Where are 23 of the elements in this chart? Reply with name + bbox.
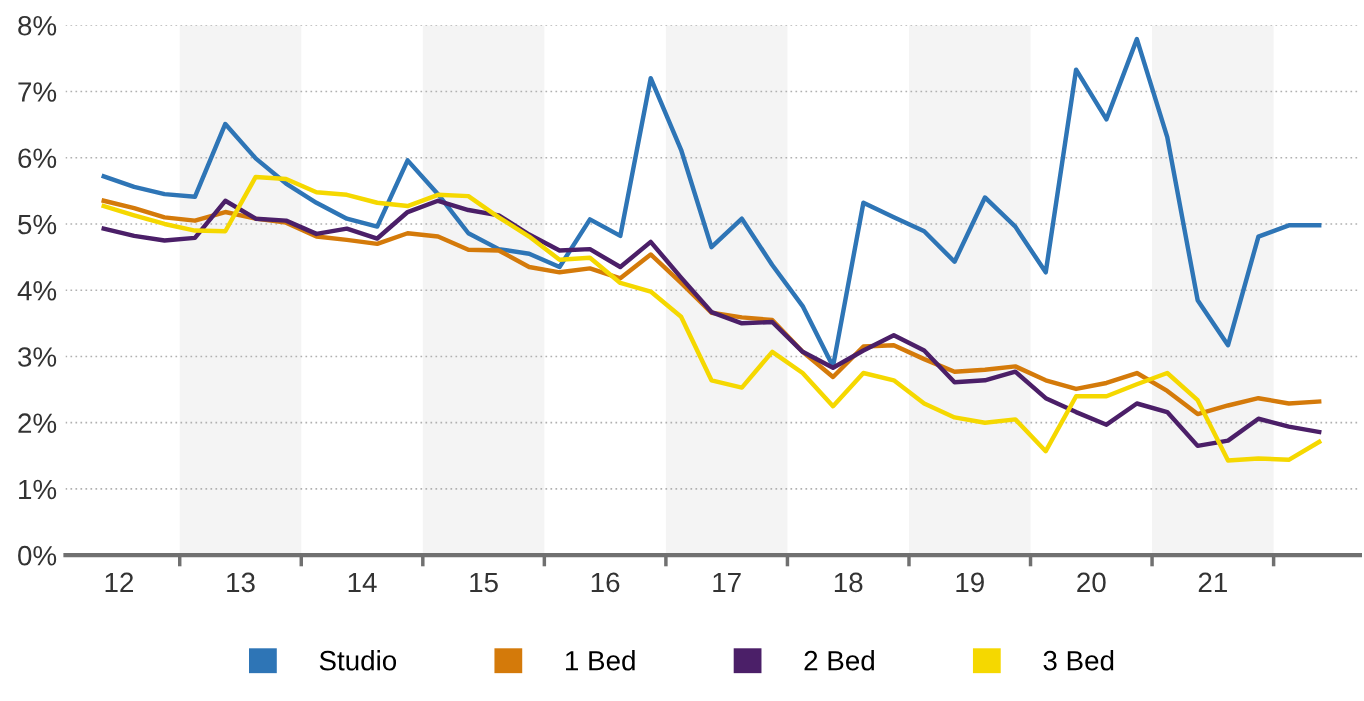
- legend-label: 1 Bed: [566, 650, 635, 671]
- x-tick-label: 20: [1077, 572, 1106, 593]
- x-tick-label: 14: [348, 572, 377, 592]
- y-tick-label: 7%: [18, 82, 57, 102]
- y-tick-label: 1%: [19, 479, 57, 500]
- x-tick-label: 17: [713, 572, 741, 592]
- y-tick-label: 8%: [18, 15, 57, 36]
- x-tick-label: 13: [227, 572, 255, 593]
- y-tick-label: 0%: [18, 545, 57, 566]
- y-tick-label: 6%: [18, 148, 57, 169]
- y-tick-label: 5%: [18, 214, 57, 235]
- x-tick-label: 12: [105, 572, 134, 592]
- x-tick-label: 21: [1198, 572, 1227, 592]
- x-tick-label: 19: [956, 572, 984, 593]
- y-tick-label: 4%: [17, 281, 57, 301]
- legend-label: 2 Bed: [804, 650, 874, 671]
- x-tick-label: 15: [470, 572, 498, 593]
- legend-label: 3 Bed: [1043, 650, 1114, 671]
- y-tick-label: 2%: [18, 413, 57, 433]
- y-tick-label: 3%: [18, 347, 57, 367]
- x-tick-label: 18: [834, 572, 863, 593]
- legend-label: Studio: [319, 650, 397, 671]
- x-tick-label: 16: [591, 572, 620, 593]
